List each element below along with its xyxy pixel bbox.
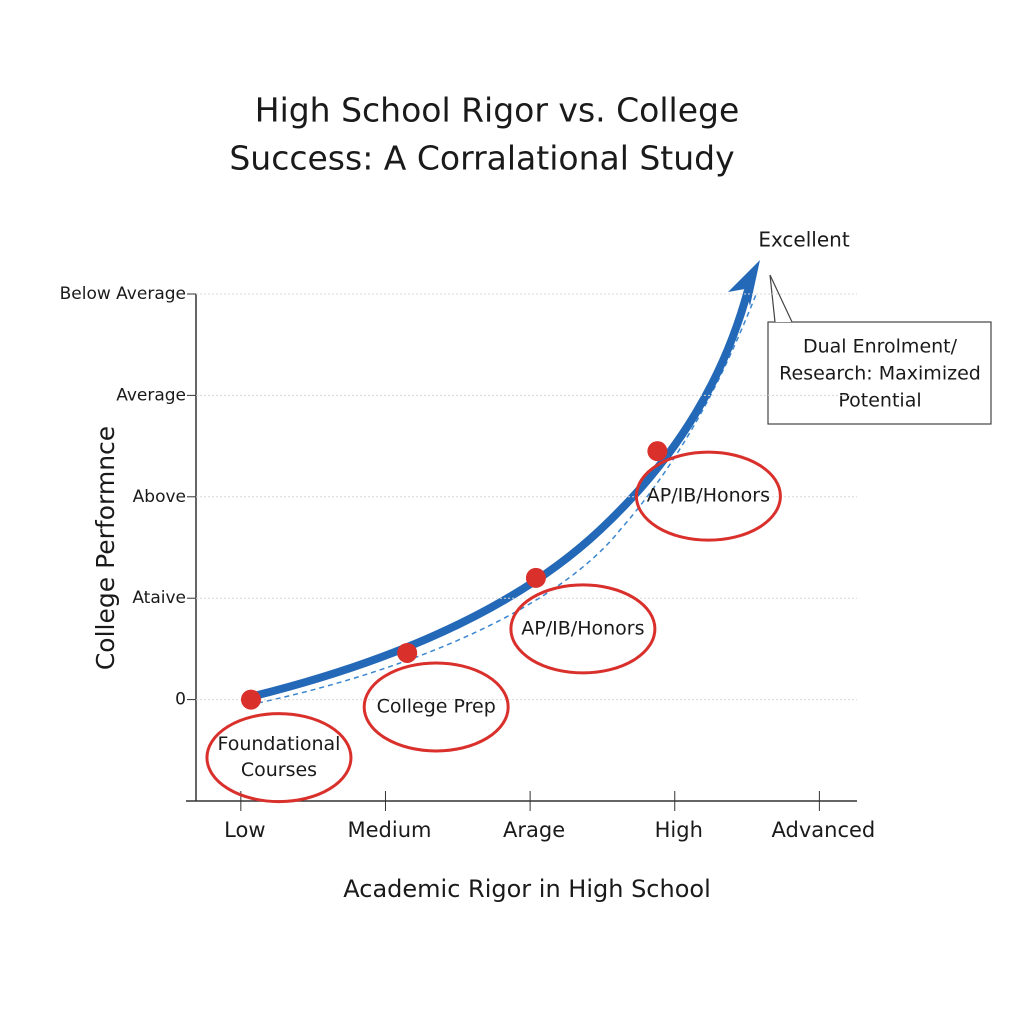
label-ring xyxy=(362,661,510,753)
point-label: AP/IB/Honors xyxy=(647,485,770,507)
x-tick-label: Arage xyxy=(503,818,565,842)
point-label: Foundational xyxy=(217,733,340,755)
callout-box xyxy=(767,321,992,425)
x-axis-title: Academic Rigor in High School xyxy=(343,875,711,903)
point xyxy=(240,689,261,710)
point xyxy=(647,441,668,462)
chart-title: Success: A Corralational Study xyxy=(229,139,734,178)
y-tick-label: Average xyxy=(116,385,186,405)
y-tick-label: Above xyxy=(133,487,186,507)
callout-text: Research: Maximized xyxy=(779,363,981,385)
x-tick-label: Advanced xyxy=(772,818,876,842)
point-label: AP/IB/Honors xyxy=(521,617,644,639)
callout-text: Dual Enrolment/ xyxy=(803,336,958,358)
callout-pointer xyxy=(769,274,793,323)
point xyxy=(397,642,418,663)
y-tick-label: Ataive xyxy=(132,588,186,608)
label-ring xyxy=(509,583,657,675)
point-label: College Prep xyxy=(377,695,496,717)
y-tick-label: Below Average xyxy=(60,284,186,304)
peak-label: Excellent xyxy=(758,228,850,252)
y-axis-title: College Performnce xyxy=(91,426,120,670)
label-ring xyxy=(634,450,782,542)
y-tick-label: 0 xyxy=(175,690,186,710)
x-tick-label: Medium xyxy=(347,818,431,842)
label-ring xyxy=(205,712,353,804)
callout-text: Potential xyxy=(838,390,921,412)
x-tick-label: High xyxy=(655,818,703,842)
point-label: Courses xyxy=(241,759,317,781)
trend-dashed xyxy=(257,291,758,704)
trend-arrow xyxy=(249,288,752,701)
chart-title: High School Rigor vs. College xyxy=(255,91,740,130)
x-tick-label: Low xyxy=(224,818,265,842)
point xyxy=(525,567,546,588)
